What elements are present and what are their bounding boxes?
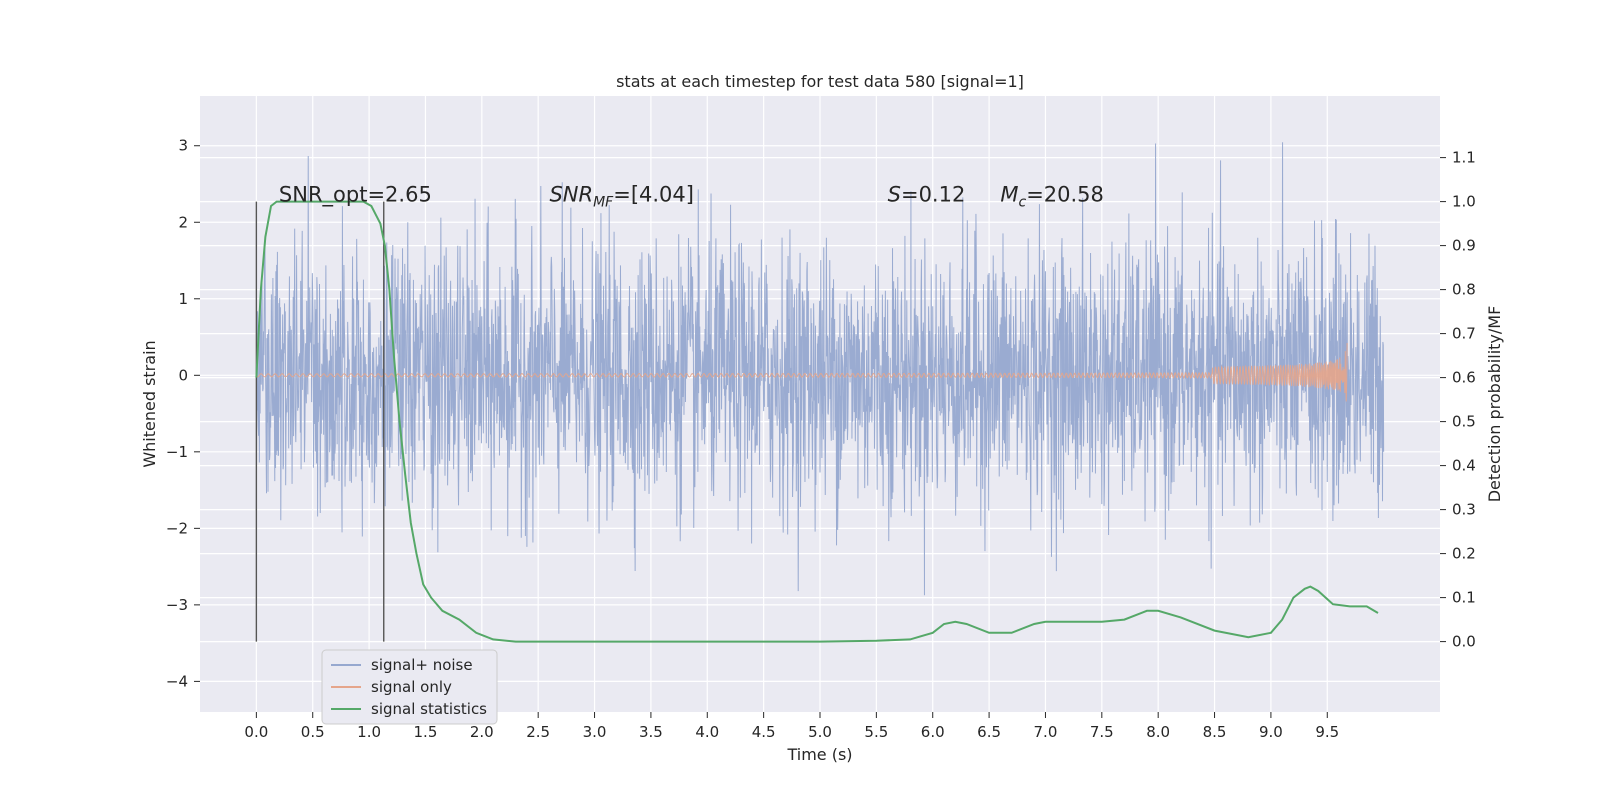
y2-tick-label: 0.5	[1452, 413, 1476, 431]
y2-tick-label: 0.6	[1452, 369, 1476, 387]
x-tick-label: 9.5	[1315, 723, 1339, 741]
x-tick-label: 8.5	[1203, 723, 1227, 741]
signal-statistics-line	[255, 200, 1379, 643]
x-tick-label: 3.5	[639, 723, 663, 741]
signal-only-series	[255, 342, 1348, 402]
x-tick-label: 6.5	[977, 723, 1001, 741]
x-axis-label: Time (s)	[786, 745, 852, 764]
vertical-markers	[255, 201, 385, 642]
x-tick-label: 2.5	[526, 723, 550, 741]
y-tick-label: −4	[166, 672, 188, 690]
signal-only-line	[255, 342, 1348, 402]
x-tick-label: 5.5	[864, 723, 888, 741]
annotation-label: SNR_opt=2.65	[279, 183, 432, 208]
x-tick-label: 9.0	[1259, 723, 1283, 741]
x-tick-label: 1.5	[414, 723, 438, 741]
x-tick-label: 3.0	[583, 723, 607, 741]
x-tick-label: 7.5	[1090, 723, 1114, 741]
x-axis-ticks: 0.0 0.5 1.0 1.5 2.0 2.5 3.0 3.5 4.0 4.5 5.0 5.5 6.0 6…	[244, 712, 1339, 741]
y2-tick-label: 0.0	[1452, 633, 1476, 651]
y-axis-ticks: 3 2 1 0 −1 −2 −3 −4	[166, 137, 200, 690]
signal-noise-series	[255, 142, 1385, 596]
y2-tick-label: 0.7	[1452, 325, 1476, 343]
y-tick-label: 0	[178, 366, 188, 384]
signal-noise-line	[255, 142, 1385, 596]
legend-box	[321, 649, 498, 725]
y2-axis-label: Detection probability/MF	[1485, 306, 1504, 503]
x-tick-label: 4.5	[752, 723, 776, 741]
x-tick-label: 7.0	[1034, 723, 1058, 741]
y2-tick-label: 0.3	[1452, 501, 1476, 519]
y2-tick-label: 0.2	[1452, 545, 1476, 563]
y2-tick-label: 1.1	[1452, 149, 1476, 167]
y2-axis-ticks: 1.1 1.0 0.9 0.8 0.7 0.6 0.5 0.4 0.3 0.2 0.1 0.0	[1440, 149, 1476, 651]
x-tick-label: 5.0	[808, 723, 832, 741]
y-tick-label: 2	[178, 213, 188, 231]
annotations: SNR_opt=2.65 SNRMF=[4.04] S=0.12 Mc=20.58	[279, 183, 1104, 211]
signal-statistics-series	[255, 200, 1379, 643]
legend-label-stats: signal statistics	[371, 700, 487, 718]
annotation-label: SNRMF=[4.04]	[549, 183, 694, 211]
y-axis-label: Whitened strain	[140, 340, 159, 467]
y2-tick-label: 0.1	[1452, 589, 1476, 607]
y-tick-label: −3	[166, 596, 188, 614]
x-tick-label: 8.0	[1146, 723, 1170, 741]
y-tick-label: −2	[166, 519, 188, 537]
x-tick-label: 6.0	[921, 723, 945, 741]
x-tick-label: 1.0	[357, 723, 381, 741]
y2-tick-label: 1.0	[1452, 193, 1476, 211]
x-tick-label: 0.0	[244, 723, 268, 741]
y-tick-label: 3	[178, 137, 188, 155]
x-tick-label: 0.5	[301, 723, 325, 741]
y2-tick-label: 0.4	[1452, 457, 1476, 475]
legend-label-noise: signal+ noise	[371, 656, 473, 674]
y2-tick-label: 0.9	[1452, 237, 1476, 255]
annotation-label: Mc=20.58	[1000, 183, 1104, 211]
annotation-label: S=0.12	[888, 183, 966, 207]
legend-label-signal: signal only	[371, 678, 452, 696]
x-tick-label: 2.0	[470, 723, 494, 741]
y2-tick-label: 0.8	[1452, 281, 1476, 299]
y-tick-label: −1	[166, 443, 188, 461]
x-tick-label: 4.0	[695, 723, 719, 741]
chart-title: stats at each timestep for test data 580…	[616, 72, 1024, 91]
y-tick-label: 1	[178, 290, 188, 308]
legend: signal+ noise signal only signal statist…	[321, 649, 498, 725]
